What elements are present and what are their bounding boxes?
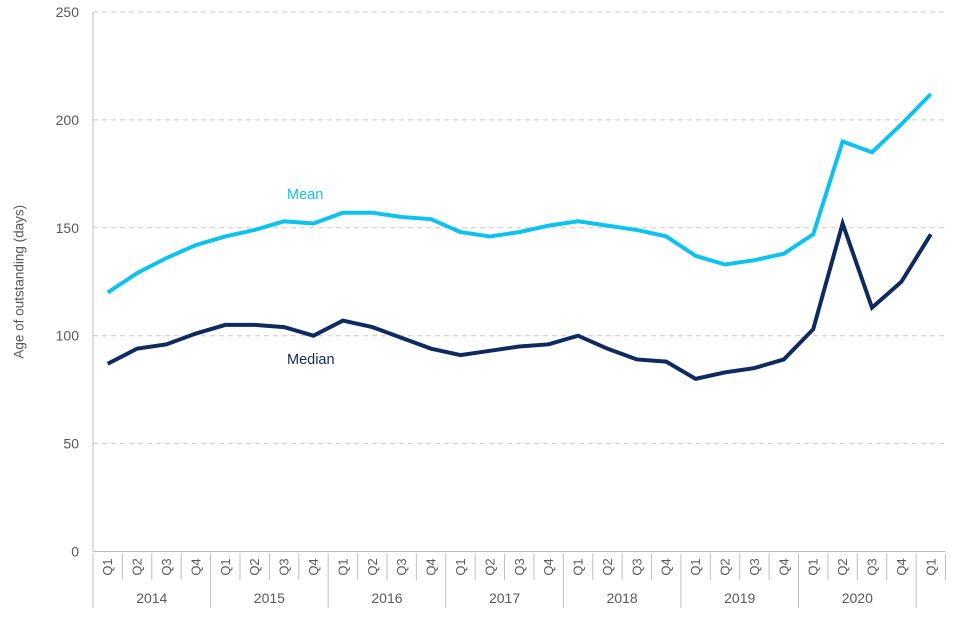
x-quarter-label: Q1 [453,558,468,575]
y-tick-label-150: 150 [56,220,80,236]
x-quarter-label: Q4 [306,558,321,575]
y-tick-label-0: 0 [71,544,79,560]
x-year-label: 2015 [254,590,285,606]
y-tick-label-100: 100 [56,328,80,344]
x-quarter-label: Q2 [365,558,380,575]
x-year-label: 2017 [489,590,520,606]
x-quarter-label: Q2 [600,558,615,575]
x-quarter-label: Q1 [335,558,350,575]
x-quarter-label: Q3 [394,558,409,575]
x-quarter-label: Q1 [688,558,703,575]
x-quarter-label: Q1 [923,558,938,575]
x-quarter-label: Q2 [482,558,497,575]
x-quarter-label: Q4 [188,558,203,575]
x-quarter-label: Q3 [159,558,174,575]
x-year-label: 2014 [136,590,167,606]
x-quarter-label: Q4 [541,558,556,575]
median-series-label: Median [287,352,335,368]
mean-series-label: Mean [287,187,323,203]
mean-line [106,92,933,295]
y-axis-title: Age of outstanding (days) [12,205,27,359]
x-quarter-label: Q3 [277,558,292,575]
x-quarter-label: Q1 [806,558,821,575]
y-tick-label-250: 250 [56,4,80,20]
x-quarter-label: Q3 [629,558,644,575]
x-quarter-label: Q4 [659,558,674,575]
x-quarter-label: Q3 [865,558,880,575]
x-year-label: 2020 [842,590,873,606]
x-quarter-label: Q2 [247,558,262,575]
x-quarter-label: Q4 [424,558,439,575]
x-quarter-label: Q4 [894,558,909,575]
y-tick-label-200: 200 [56,112,80,128]
median-line [106,216,933,381]
x-quarter-label: Q2 [130,558,145,575]
x-year-label: 2018 [607,590,638,606]
x-year-label: 2016 [371,590,402,606]
x-quarter-label: Q2 [835,558,850,575]
x-quarter-label: Q3 [747,558,762,575]
x-quarter-label: Q4 [776,558,791,575]
x-quarter-label: Q2 [718,558,733,575]
x-quarter-label: Q1 [100,558,115,575]
x-year-label: 2019 [724,590,755,606]
x-quarter-label: Q1 [571,558,586,575]
x-quarter-label: Q3 [512,558,527,575]
x-quarter-label: Q1 [218,558,233,575]
y-tick-label-50: 50 [63,436,79,452]
